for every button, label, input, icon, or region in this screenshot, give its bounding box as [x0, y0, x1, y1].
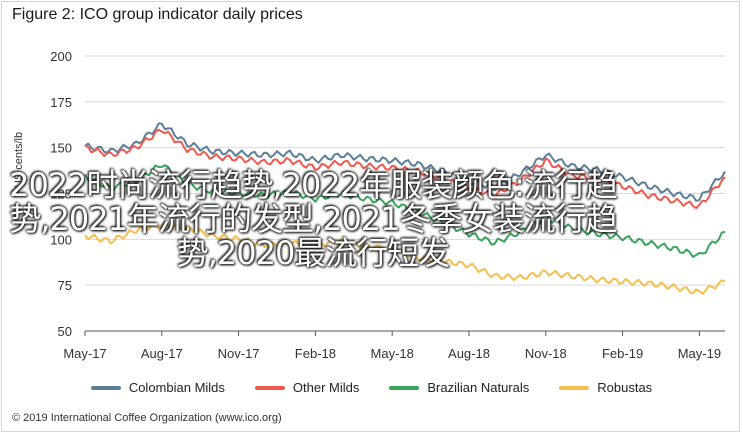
- series-line-colombian-milds: [84, 122, 726, 202]
- x-tick-label: Nov-17: [218, 346, 260, 361]
- y-tick-label: 200: [50, 49, 72, 64]
- legend-item: Robustas: [559, 380, 652, 395]
- x-tick-label: Feb-18: [295, 346, 336, 361]
- x-tick-label: May-17: [63, 346, 106, 361]
- legend-label: Colombian Milds: [128, 380, 225, 395]
- chart-title: Figure 2: ICO group indicator daily pric…: [12, 6, 303, 23]
- legend-item: Colombian Milds: [90, 380, 225, 395]
- legend-label: Other Milds: [292, 380, 360, 395]
- x-tick-label: May-18: [371, 346, 414, 361]
- y-tick-label: 75: [58, 278, 72, 293]
- legend-item: Other Milds: [254, 380, 360, 395]
- line-chart: 50 75 100 125 150 175 200 US cents/lb May-17 Aug-…: [13, 49, 726, 361]
- series-line-other-milds: [84, 128, 726, 210]
- footer-credit: © 2019 International Coffee Organization…: [12, 412, 282, 424]
- legend-swatch: [254, 385, 285, 390]
- series-line-brazilian-naturals: [84, 164, 726, 258]
- legend-swatch: [389, 385, 420, 390]
- y-tick-label: 150: [50, 141, 72, 156]
- y-tick-label: 100: [50, 232, 72, 247]
- legend-item: Brazilian Naturals: [389, 380, 529, 395]
- legend-swatch: [559, 385, 590, 390]
- y-tick-label: 175: [50, 95, 72, 110]
- series-line-robustas: [84, 221, 726, 295]
- x-tick-label: Aug-18: [448, 346, 490, 361]
- legend-swatch: [90, 385, 121, 390]
- y-axis-label: US cents/lb: [13, 132, 25, 188]
- chart-legend: Colombian Milds Other Milds Brazilian Natu…: [0, 380, 743, 395]
- x-tick-label: Aug-17: [141, 346, 183, 361]
- overlay-text: 2022时尚流行趋势,2022年服装颜色:流行趋势,2021年流行的发型,202…: [9, 166, 618, 272]
- y-tick-label: 125: [50, 187, 72, 202]
- x-tick-label: Feb-19: [602, 346, 643, 361]
- legend-label: Robustas: [597, 380, 653, 395]
- x-tick-label: Nov-18: [525, 346, 567, 361]
- x-tick-label: May-19: [678, 346, 721, 361]
- legend-label: Brazilian Naturals: [427, 380, 530, 395]
- y-tick-label: 50: [58, 324, 72, 339]
